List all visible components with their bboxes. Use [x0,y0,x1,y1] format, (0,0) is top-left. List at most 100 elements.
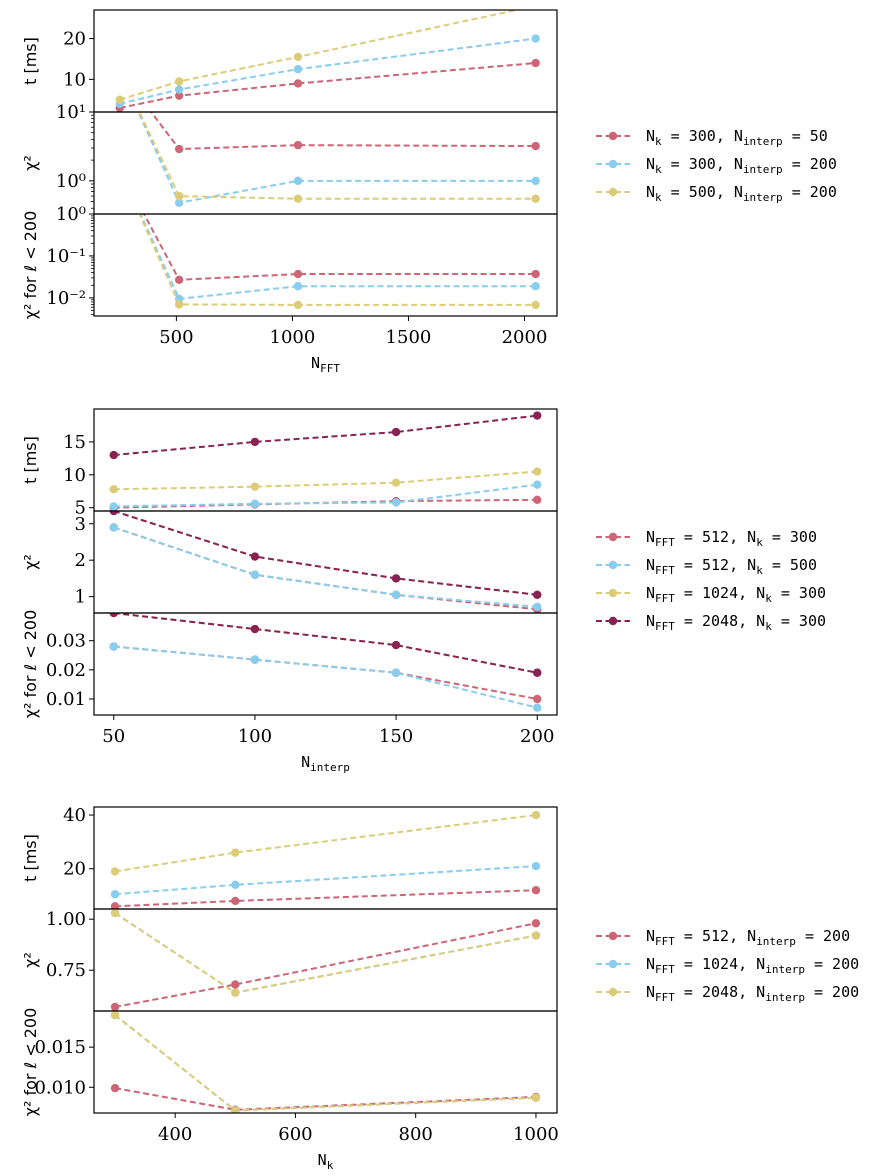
panel-frame [93,806,558,910]
series-layer [109,511,542,613]
data-point [391,640,401,650]
series-line-2 [114,1014,536,1112]
data-point [116,66,124,74]
data-point [231,896,240,906]
legend-entry-3: NFFT = 2048, Ninterp = 200 [596,983,859,1004]
legend-label: NFFT = 2048, Nk = 300 [646,612,826,633]
data-point [533,590,542,599]
data-point [231,988,240,997]
data-point [250,624,260,634]
data-point [174,275,184,284]
series-line-4 [113,511,538,596]
legend-swatch-marker [608,131,618,141]
legend-label: NFFT = 512, Ninterp = 200 [646,927,850,948]
y-tick-label: 0.015 [34,1037,86,1058]
series-line-1 [142,214,536,281]
legend-swatch-marker [608,159,618,169]
panel-frame [93,908,558,1012]
legend-label: NFFT = 1024, Nk = 300 [646,584,826,605]
data-point [391,590,401,599]
data-point [174,144,184,154]
series-line-3 [114,1014,536,1112]
legend-swatch-marker [608,616,618,626]
panel-frame [93,408,558,512]
series-line-3 [114,814,537,873]
y-tick-label: 10⁻¹ [46,246,86,267]
legend-label: NFFT = 512, Nk = 300 [646,528,817,549]
panel-frame [93,213,558,317]
y-tick-label: 5 [75,498,86,519]
data-point [391,668,401,677]
data-point [531,34,540,43]
y-axis-label: χ² for ℓ < 200 [21,1008,40,1117]
series-line-2 [137,112,536,204]
panel-frame [93,1010,558,1114]
data-point [531,861,541,871]
y-tick-label: 0.010 [34,1077,86,1098]
legend-entry-3: Nk = 500, Ninterp = 200 [596,183,837,204]
series-line-4 [113,414,538,457]
x-tick-label: 2000 [502,327,548,348]
data-point [231,980,240,989]
legend: Nk = 300, Ninterp = 50 Nk = 300, Ninterp … [596,127,837,204]
data-point [116,165,124,173]
legend-swatch-marker [608,532,618,542]
x-tick-label: 500 [159,327,193,348]
data-point [531,58,540,68]
data-point [293,79,303,88]
y-tick-label: 3 [75,514,86,535]
legend-swatch-marker [608,560,618,570]
y-tick-label: 1 [75,587,86,608]
y-tick-label: 15 [63,432,86,453]
data-point [531,176,540,186]
legend-entry-2: Nk = 300, Ninterp = 200 [596,155,837,176]
data-point [293,300,303,310]
series-layer [110,909,541,1011]
y-tick-label: 10¹ [56,102,86,123]
panel-2: 0.75 1.00 χ² [21,908,558,1012]
series-line-3 [119,10,522,101]
x-axis-label: Nk [318,1151,334,1172]
x-axis-label: NFFT [311,354,340,375]
data-point [250,499,260,508]
data-point [533,694,542,704]
data-point [250,655,260,664]
series-line-2 [139,214,536,300]
data-point [110,1002,120,1011]
y-axis-label: t [ms] [21,436,40,484]
legend-label: NFFT = 2048, Ninterp = 200 [646,983,859,1004]
panel-1: 5 10 15 t [ms] [21,408,558,519]
data-point [116,165,124,173]
data-point [109,511,118,516]
series-line-1 [149,112,536,151]
y-axis-label: t [ms] [21,37,40,85]
data-point [109,523,118,532]
data-point [293,176,303,186]
data-point [174,77,184,86]
data-point [391,427,401,437]
data-point [109,502,118,511]
data-point [110,890,120,899]
series-layer [116,66,540,207]
data-point [174,191,184,201]
x-tick-label: 600 [278,1124,312,1145]
data-point [531,300,540,310]
series-line-3 [113,511,538,596]
data-point [110,867,120,876]
data-point [533,703,542,712]
legend-swatch-marker [608,588,618,598]
legend-label: Nk = 300, Ninterp = 50 [646,127,828,148]
data-point [293,52,303,62]
data-point [531,269,540,279]
x-tick-label: 400 [158,1124,192,1145]
legend-swatch-marker [608,987,618,997]
y-axis-label: χ² for ℓ < 200 [21,610,40,719]
x-tick-label: 1000 [270,327,316,348]
data-point [109,485,118,494]
series-line-2 [113,526,538,608]
data-point [293,269,303,279]
data-point [533,602,542,612]
y-tick-label: 10 [63,465,86,486]
series-line-2 [113,645,538,709]
